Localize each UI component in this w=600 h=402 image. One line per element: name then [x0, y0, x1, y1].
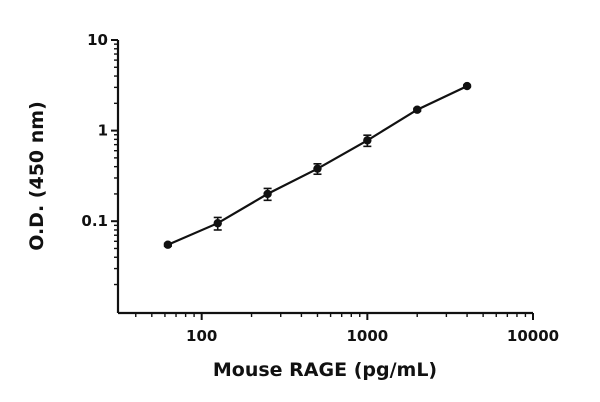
x-axis-title: Mouse RAGE (pg/mL): [213, 359, 437, 381]
y-tick-label: 1: [98, 122, 108, 140]
data-point: [363, 136, 372, 145]
y-tick-label: 0.1: [81, 212, 108, 230]
x-tick-label: 10000: [507, 327, 559, 345]
x-tick-label: 100: [186, 327, 217, 345]
data-point: [163, 240, 173, 249]
data-point: [313, 164, 322, 173]
data-point: [213, 219, 222, 228]
data-point: [263, 189, 272, 199]
y-tick-label: 10: [87, 31, 108, 49]
plot-area: [163, 81, 472, 249]
data-point: [413, 105, 422, 114]
axes: 0.1 1 10 100 1000 10000: [81, 31, 559, 345]
data-point: [462, 81, 472, 91]
y-axis-title: O.D. (450 nm): [26, 101, 48, 251]
x-tick-label: 1000: [346, 327, 388, 345]
